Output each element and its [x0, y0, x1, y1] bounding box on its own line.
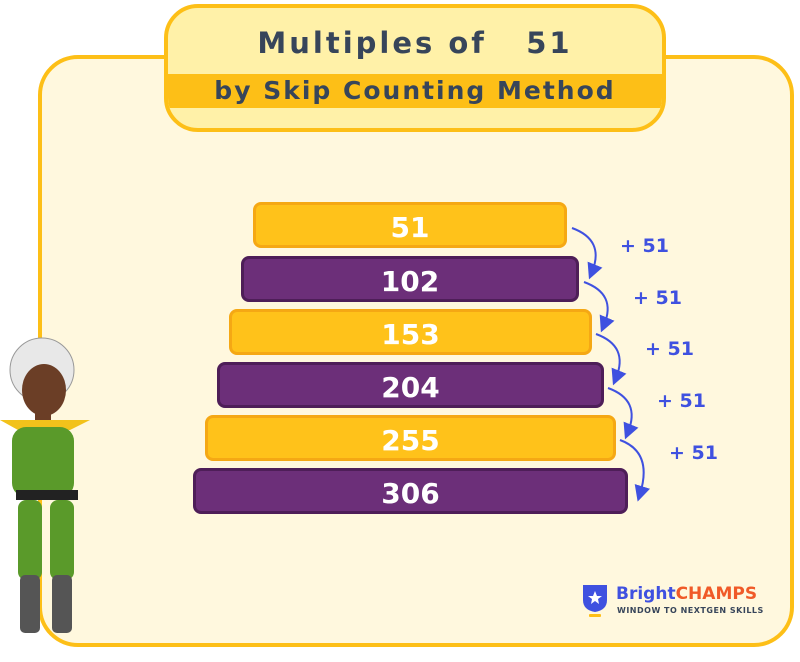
title-text: Multiples of — [257, 26, 487, 60]
arrow-icon — [583, 281, 615, 333]
logo-tagline: WINDOW TO NEXTGEN SKILLS — [617, 606, 764, 615]
title-box: Multiples of 51 by Skip Counting Method — [164, 4, 666, 132]
step-label: + 51 — [633, 287, 682, 309]
step-label: + 51 — [645, 338, 694, 360]
arrow-icon — [571, 227, 603, 280]
page-title: Multiples of 51 — [168, 26, 662, 60]
multiple-bar-1: 51 — [253, 202, 567, 248]
multiple-bar-5: 255 — [205, 415, 616, 461]
multiple-bar-2: 102 — [241, 256, 579, 302]
step-label: + 51 — [669, 442, 718, 464]
logo-bright: Bright — [616, 584, 676, 604]
step-label: + 51 — [620, 235, 669, 257]
step-label: + 51 — [657, 390, 706, 412]
multiple-bar-6: 306 — [193, 468, 628, 514]
multiple-bar-4: 204 — [217, 362, 604, 408]
thinking-character — [0, 337, 90, 633]
subtitle: by Skip Counting Method — [168, 74, 662, 108]
arrow-icon — [595, 333, 627, 386]
arrow-icon — [607, 387, 639, 440]
multiple-bar-3: 153 — [229, 309, 592, 355]
title-number: 51 — [526, 26, 573, 60]
arrow-icon — [619, 439, 651, 502]
shield-icon — [583, 585, 607, 617]
logo-champs: CHAMPS — [675, 584, 758, 604]
